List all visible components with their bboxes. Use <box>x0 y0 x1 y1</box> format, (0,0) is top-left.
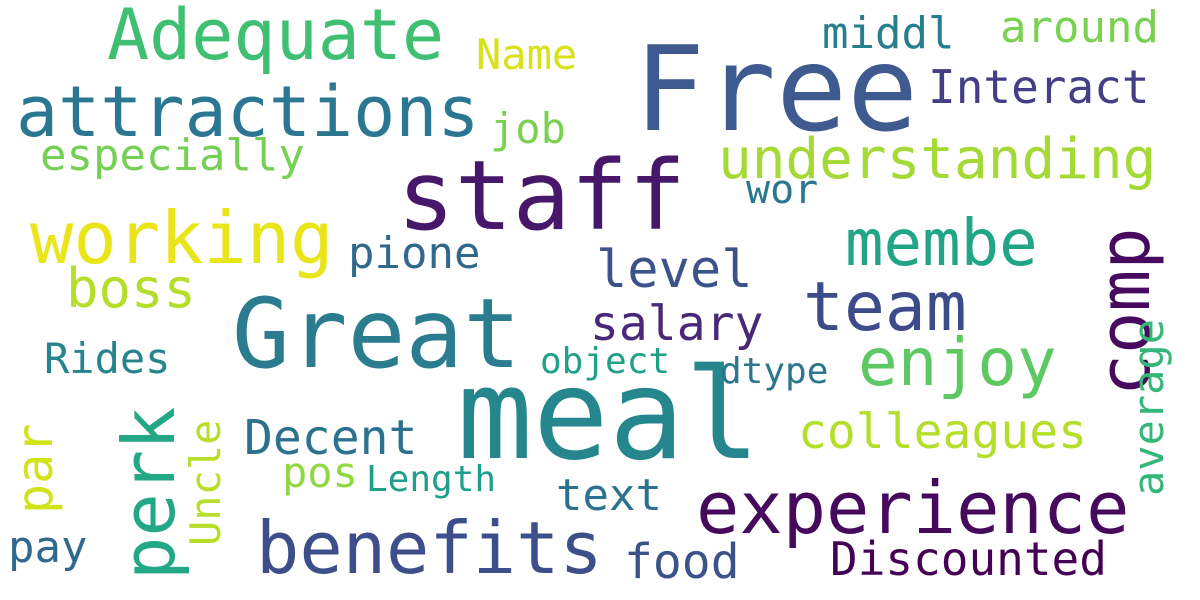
word-food: food <box>624 534 740 590</box>
word-great: Great <box>232 278 521 390</box>
word-attractions: attractions <box>16 71 480 153</box>
word-decent: Decent <box>244 410 418 466</box>
word-especially: especially <box>40 130 305 181</box>
word-average: average <box>1124 318 1173 496</box>
word-middl: middl <box>822 8 955 59</box>
word-text: text <box>556 470 662 521</box>
word-colleagues: colleagues <box>798 404 1087 460</box>
word-experience: experience <box>696 466 1130 550</box>
word-level: level <box>596 240 753 300</box>
word-perk: perk <box>107 406 191 580</box>
word-boss: boss <box>66 257 197 320</box>
word-pione: pione <box>348 228 481 279</box>
word-enjoy: enjoy <box>858 324 1057 401</box>
word-membe: membe <box>845 207 1038 281</box>
word-meal: meal <box>457 341 761 488</box>
word-discounted: Discounted <box>830 532 1107 586</box>
word-pay: pay <box>8 522 88 573</box>
word-pos: pos <box>282 448 358 497</box>
word-staff: staff <box>397 140 686 252</box>
word-par: par <box>6 423 64 514</box>
word-job: job <box>490 104 566 153</box>
word-wor: wor <box>746 167 819 213</box>
word-salary: salary <box>590 296 764 352</box>
word-around: around <box>1000 2 1159 53</box>
word-interact: Interact <box>928 60 1150 114</box>
word-adequate: Adequate <box>107 0 445 76</box>
word-uncle: Uncle <box>181 419 230 546</box>
word-length: Length <box>366 459 497 500</box>
word-name: Name <box>476 30 578 79</box>
word-benefits: benefits <box>256 506 603 590</box>
word-understanding: understanding <box>718 127 1157 192</box>
word-team: team <box>803 268 967 347</box>
word-dtype: dtype <box>720 351 829 392</box>
word-free: Free <box>634 20 919 158</box>
word-rides: Rides <box>44 334 171 383</box>
word-object: object <box>540 341 671 382</box>
word-working: working <box>30 196 334 280</box>
